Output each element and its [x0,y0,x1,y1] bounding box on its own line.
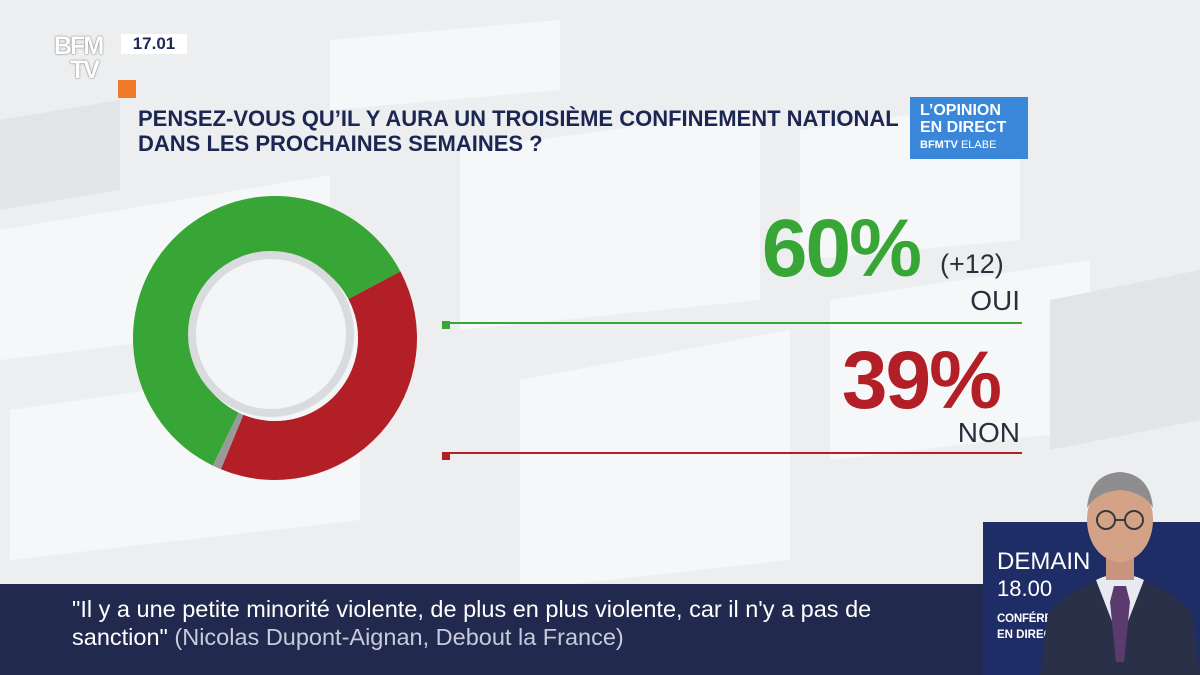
value-oui: 60% [761,203,922,294]
separator-non-tick [442,452,450,460]
ticker-quote-paragraph: "Il y a une petite minorité violente, de… [72,595,972,651]
speaker-portrait [1040,472,1200,675]
value-non: 39% [841,335,1002,426]
clock-time: 17.01 [121,34,187,54]
logo-text-bfm: BFM [54,32,104,60]
separator-oui [444,322,1022,324]
badge-line-2: EN DIRECT [920,119,1007,136]
badge-partner: ELABE [960,139,997,151]
poll-question: PENSEZ-VOUS QU’IL Y AURA UN TROISIÈME CO… [138,106,899,156]
opinion-en-direct-badge: L’OPINION EN DIRECT BFMTV ELABE [910,97,1028,159]
bfmtv-logo: BFM TV [54,34,136,100]
promo-day: DEMAIN [997,548,1091,575]
logo-orange-square [118,80,136,98]
ticker-source: (Nicolas Dupont-Aignan, Debout la France… [174,624,624,650]
badge-line-1: L’OPINION [920,102,1001,119]
change-oui: (+12) [940,249,1004,279]
donut-slice-other [212,412,244,470]
quote-ticker: "Il y a une petite minorité violente, de… [0,584,983,675]
promo-time: 18.00 [997,576,1053,601]
logo-text-tv: TV [70,56,100,84]
badge-brand: BFMTV [920,139,958,151]
donut-slice-oui [132,196,401,466]
badge-line-3: BFMTV ELABE [920,139,996,151]
ticker-quote: "Il y a une petite minorité violente, de… [72,596,872,650]
separator-oui-tick [442,321,450,329]
separator-non [444,452,1022,454]
label-non: NON [957,417,1020,448]
label-oui: OUI [970,285,1020,316]
donut-inner-shadow [188,251,354,417]
donut-slice-non [220,271,417,480]
donut-hole [192,255,358,421]
